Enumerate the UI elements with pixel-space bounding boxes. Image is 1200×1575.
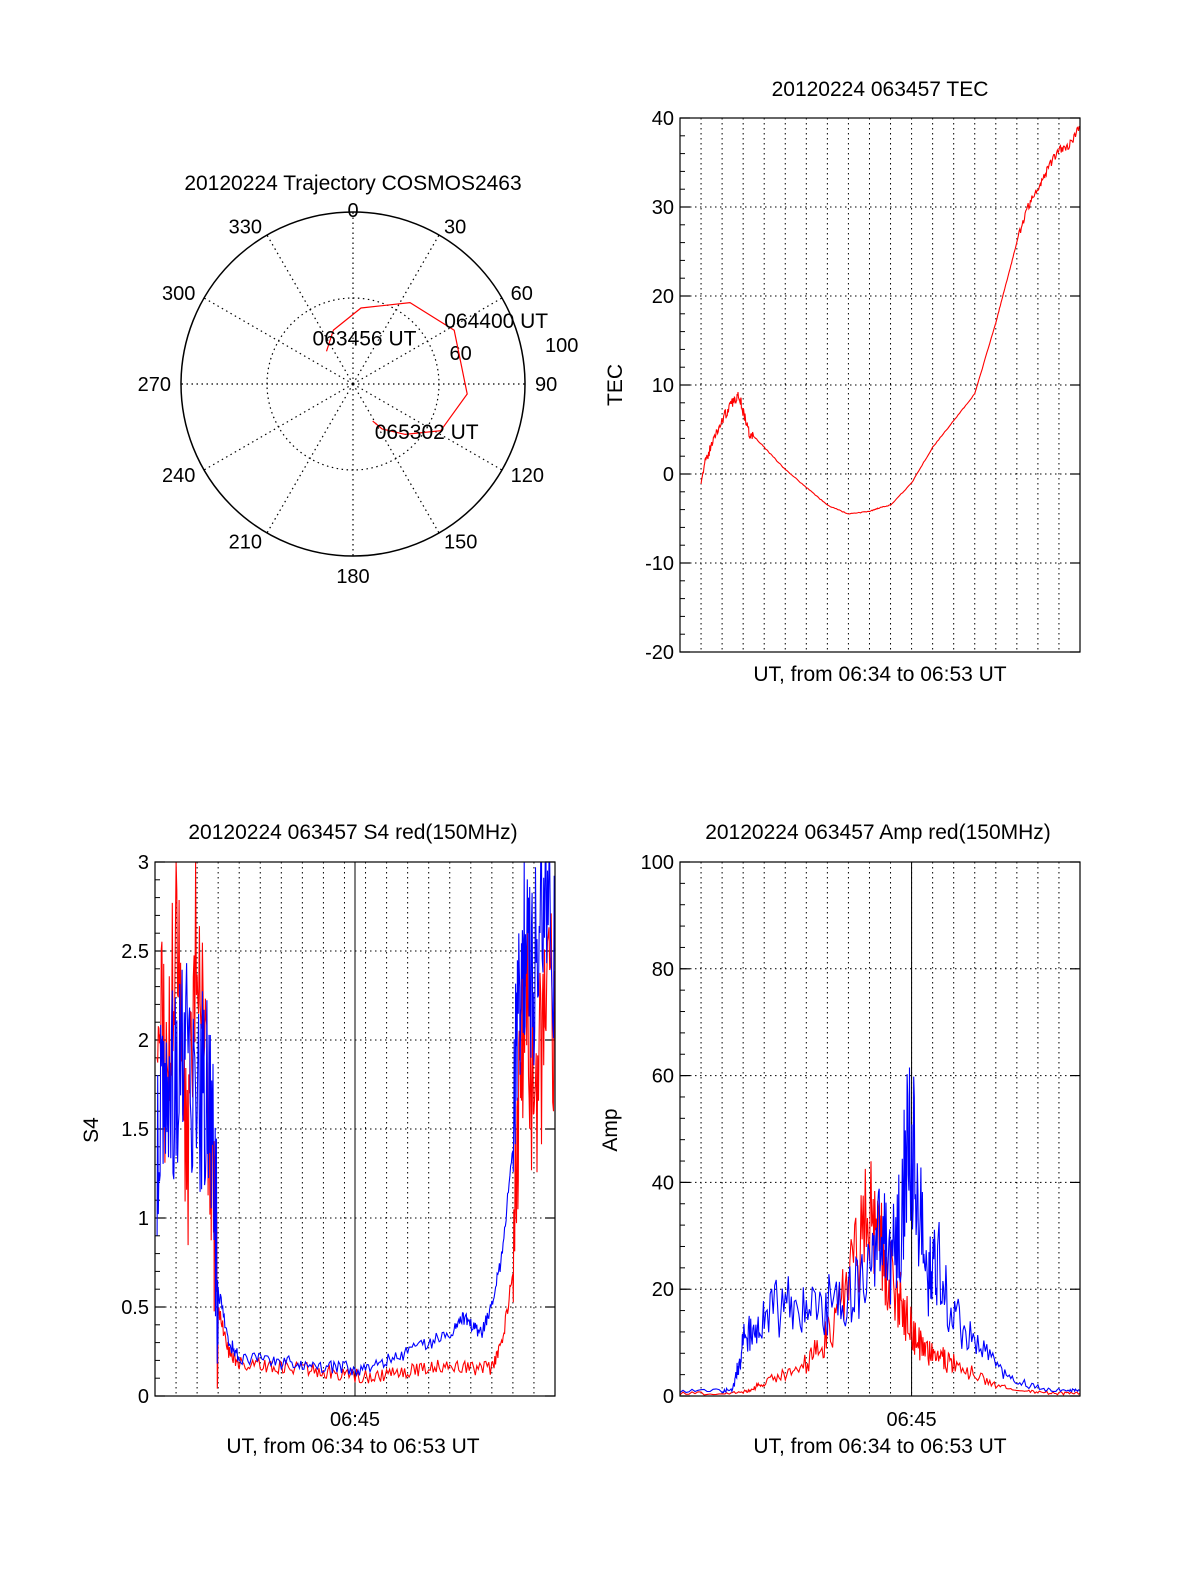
polar-spoke — [352, 383, 440, 534]
polar-trajectory: 063456 UT 064400 UT 065302 UT — [313, 301, 548, 444]
polar-spoke — [266, 383, 354, 534]
amp-frame — [679, 861, 1081, 1397]
polar-angle-label: 120 — [511, 465, 544, 487]
s4-xtick-label: 06:45 — [330, 1409, 380, 1431]
tec-ytick-label: 40 — [652, 108, 674, 130]
polar-angle-label: 270 — [138, 374, 171, 396]
tec-ytick-label: 10 — [652, 375, 674, 397]
polar-angle-label: 30 — [444, 216, 466, 238]
amp-series-line — [679, 1067, 1081, 1394]
polar-angle-label: 300 — [162, 283, 195, 305]
tec-plot: 20120224 063457 TEC UT, from 06:34 to 06… — [604, 78, 1081, 686]
tec-title: 20120224 063457 TEC — [772, 78, 989, 101]
trajectory-line — [325, 301, 468, 436]
polar-angle-labels: 0 30 60 90 120 150 180 210 240 270 300 330 — [138, 200, 558, 588]
amp-ytick-label: 100 — [641, 852, 674, 874]
polar-angle-label: 180 — [336, 566, 369, 588]
polar-title: 20120224 Trajectory COSMOS2463 — [184, 172, 521, 195]
polar-radial-label: 60 — [449, 343, 471, 365]
amp-ytick-label: 20 — [652, 1279, 674, 1301]
amp-xlabel: UT, from 06:34 to 06:53 UT — [753, 1435, 1006, 1458]
polar-grid — [180, 211, 526, 557]
amp-plot: 20120224 063457 Amp red(150MHz) UT, from… — [599, 821, 1081, 1458]
s4-plot: 20120224 063457 S4 red(150MHz) UT, from … — [80, 821, 556, 1458]
s4-ytick-label: 2 — [138, 1030, 149, 1052]
s4-title: 20120224 063457 S4 red(150MHz) — [188, 821, 517, 844]
s4-ytick-label: 0.5 — [121, 1297, 149, 1319]
polar-outer-label: 100 — [545, 335, 578, 357]
trajectory-point-label: 064400 UT — [444, 310, 548, 333]
amp-ytick-label: 0 — [663, 1386, 674, 1408]
trajectory-polar-plot: 20120224 Trajectory COSMOS2463 0 30 60 90 12… — [138, 172, 579, 588]
polar-spoke — [352, 383, 503, 471]
tec-ytick-label: 30 — [652, 197, 674, 219]
amp-ylabel: Amp — [599, 1108, 622, 1151]
s4-ytick-label: 1.5 — [121, 1119, 149, 1141]
s4-ytick-label: 1 — [138, 1208, 149, 1230]
tec-grid — [680, 117, 1080, 653]
s4-ytick-label: 0 — [138, 1386, 149, 1408]
trajectory-point-label: 063456 UT — [313, 327, 417, 350]
amp-ytick-label: 40 — [652, 1172, 674, 1194]
tec-ytick-label: 20 — [652, 286, 674, 308]
polar-angle-label: 240 — [162, 465, 195, 487]
tec-ytick-label: 0 — [663, 464, 674, 486]
polar-angle-label: 210 — [229, 532, 262, 554]
polar-angle-label: 0 — [347, 200, 358, 222]
tec-ytick-label: -20 — [645, 642, 674, 664]
s4-ytick-label: 2.5 — [121, 941, 149, 963]
amp-ytick-label: 60 — [652, 1066, 674, 1088]
s4-series-line — [156, 861, 556, 1378]
amp-title: 20120224 063457 Amp red(150MHz) — [705, 821, 1051, 844]
polar-angle-label: 90 — [535, 374, 557, 396]
polar-spoke — [266, 234, 354, 385]
amp-series — [679, 1067, 1081, 1396]
s4-xlabel: UT, from 06:34 to 06:53 UT — [226, 1435, 479, 1458]
amp-grid — [680, 861, 1080, 1397]
s4-ylabel: S4 — [80, 1117, 103, 1143]
polar-angle-label: 60 — [511, 283, 533, 305]
amp-xtick-label: 06:45 — [887, 1409, 937, 1431]
polar-spoke — [203, 297, 354, 385]
tec-tick-labels: -20 -10 0 10 20 30 40 — [645, 108, 674, 664]
polar-spoke — [203, 383, 354, 471]
tec-series-line — [700, 125, 1081, 515]
s4-ytick-label: 3 — [138, 852, 149, 874]
polar-angle-label: 150 — [444, 532, 477, 554]
tec-ylabel: TEC — [604, 364, 627, 406]
s4-tick-labels: 0 0.5 1 1.5 2 2.5 3 06:45 — [121, 852, 380, 1431]
tec-series — [700, 125, 1081, 515]
tec-frame — [679, 117, 1081, 653]
tec-ytick-label: -10 — [645, 553, 674, 575]
tec-xlabel: UT, from 06:34 to 06:53 UT — [753, 663, 1006, 686]
polar-angle-label: 330 — [229, 216, 262, 238]
trajectory-point-label: 065302 UT — [375, 421, 479, 444]
amp-tick-labels: 0 20 40 60 80 100 06:45 — [641, 852, 937, 1431]
polar-outer-circle — [180, 211, 526, 557]
amp-ytick-label: 80 — [652, 959, 674, 981]
s4-frame — [154, 861, 556, 1397]
s4-series — [156, 861, 556, 1389]
polar-spoke — [352, 234, 440, 385]
polar-spoke — [352, 297, 503, 385]
